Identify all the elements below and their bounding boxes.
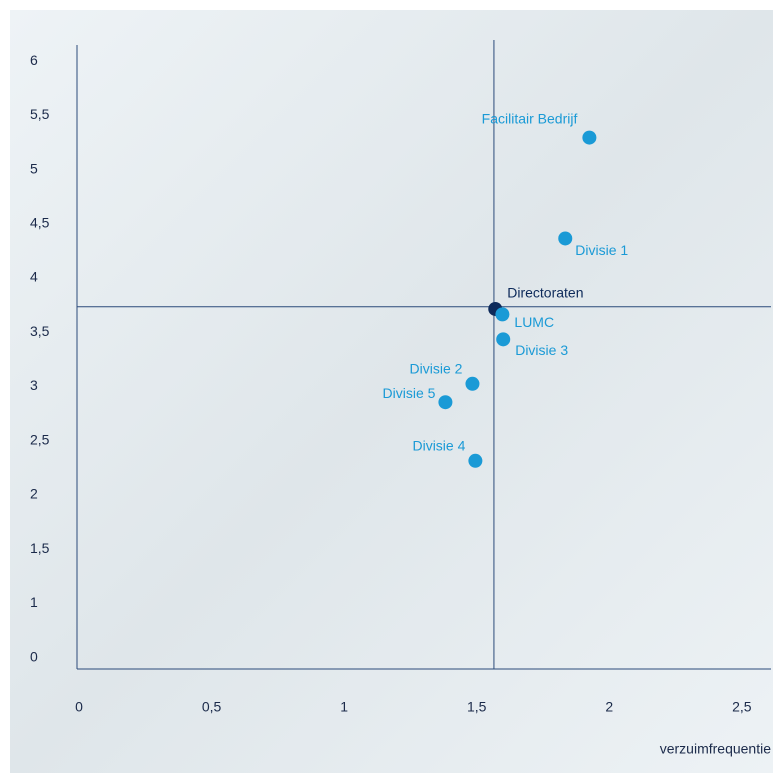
y-tick-label: 0 [30,648,38,664]
point [438,395,453,410]
y-tick-label: 1 [30,594,38,610]
point-label: Directoraten [507,285,583,301]
y-tick-label: 2,5 [30,431,50,447]
point [495,307,510,322]
point [468,453,483,468]
x-tick-label: 1,5 [467,699,487,715]
y-tick-label: 3 [30,377,38,393]
x-tick-label: 2,5 [732,699,752,715]
point-label: LUMC [514,314,554,330]
x-tick-label: 2 [605,699,613,715]
y-tick-label: 4,5 [30,214,50,230]
x-axis-label: verzuimfrequentie [660,741,771,757]
y-tick-label: 3,5 [30,323,50,339]
y-tick-label: 5,5 [30,106,50,122]
point-label: Divisie 1 [575,242,628,258]
point [465,376,480,391]
point-label: Divisie 4 [412,437,465,453]
point-label: Facilitair Bedrijf [482,110,578,126]
x-tick-label: 1 [340,699,348,715]
x-tick-label: 0,5 [202,699,222,715]
y-tick-label: 6 [30,52,38,68]
point [582,130,597,145]
point [558,231,573,246]
point-label: Divisie 3 [515,342,568,358]
y-tick-label: 2 [30,486,38,502]
point-label: Divisie 2 [410,360,463,376]
y-tick-label: 4 [30,269,38,285]
point [496,332,511,347]
y-tick-label: 1,5 [30,540,50,556]
y-tick-label: 5 [30,160,38,176]
photo-background [10,10,773,773]
x-tick-label: 0 [75,699,83,715]
point-label: Divisie 5 [383,385,436,401]
